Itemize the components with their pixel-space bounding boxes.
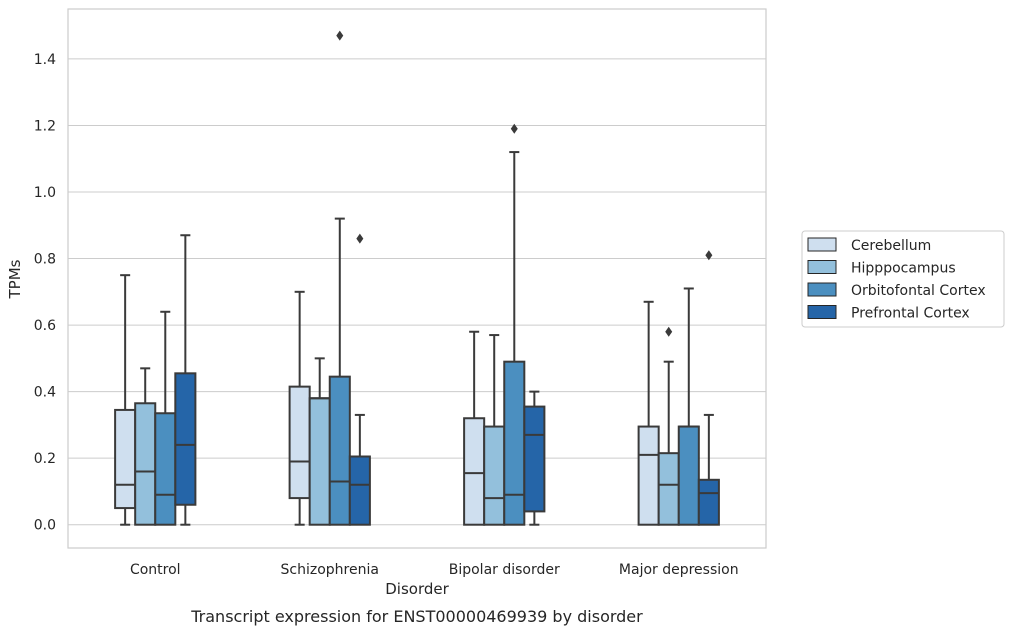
box-iqr [697,478,720,526]
legend-swatch [807,305,837,319]
outlier-point [665,326,673,337]
legend: Cerebellum Hipppocampus Orbitofontal Corte… [801,230,1005,328]
box-iqr [483,425,506,526]
box-iqr [114,408,137,510]
x-axis-ticks: Control Schizophrenia Bipolar disorder Majo… [130,562,739,578]
y-axis-ticks: 0.0 0.2 0.4 0.6 0.8 1.0 1.2 1.4 [34,52,56,534]
box-cerebellum [288,290,311,526]
box-iqr [328,375,351,526]
plot-area-frame [67,8,767,549]
legend-label: Orbitofontal Cortex [851,283,986,299]
box-iqr [677,425,700,526]
box-cerebellum [114,274,137,526]
y-tick-label: 0.0 [34,518,56,534]
box-iqr [308,397,331,526]
box-orbitofontal-cortex [503,123,526,526]
box-iqr [463,417,486,526]
y-axis-title: TPMs [6,259,24,299]
outlier-point [336,30,344,41]
box-iqr [174,372,197,506]
y-tick-label: 0.4 [34,385,56,401]
box-iqr [348,455,371,526]
box-iqr [154,412,177,526]
box-cerebellum [637,300,660,526]
box-iqr [134,402,157,526]
box-iqr [523,405,546,513]
outlier-point [705,250,713,261]
y-tick-label: 1.4 [34,52,56,68]
y-tick-label: 1.2 [34,118,56,134]
legend-frame [801,230,1005,328]
box-orbitofontal-cortex [328,30,351,526]
outlier-point [356,233,364,244]
box-orbitofontal-cortex [154,310,177,526]
y-tick-label: 0.6 [34,318,56,334]
box-orbitofontal-cortex [677,287,700,526]
legend-swatch [807,237,837,252]
x-axis-title: Disorder [385,580,449,598]
box-hipppocampus [483,334,506,526]
box-prefrontal-cortex [348,233,371,526]
x-tick-label: Schizophrenia [281,562,379,578]
box-hipppocampus [657,326,680,526]
box-iqr [288,385,311,500]
box-iqr [503,360,526,526]
outlier-point [510,123,518,134]
y-tick-label: 0.8 [34,252,56,268]
x-tick-label: Bipolar disorder [449,562,560,578]
box-series [114,30,720,526]
box-cerebellum [463,330,486,526]
box-prefrontal-cortex [697,250,720,526]
x-tick-label: Major depression [619,562,739,578]
legend-label: Cerebellum [851,238,931,254]
x-tick-label: Control [130,562,181,578]
box-prefrontal-cortex [174,234,197,526]
box-prefrontal-cortex [523,390,546,526]
box-hipppocampus [308,357,331,526]
box-iqr [637,425,660,526]
y-tick-label: 1.0 [34,185,56,201]
box-iqr [657,452,680,526]
legend-swatch [807,260,837,274]
chart-caption: Transcript expression for ENST0000046993… [190,607,643,626]
y-tick-label: 0.2 [34,451,56,467]
legend-label: Prefrontal Cortex [851,306,970,322]
legend-label: Hipppocampus [851,261,956,277]
legend-swatch [807,282,837,297]
